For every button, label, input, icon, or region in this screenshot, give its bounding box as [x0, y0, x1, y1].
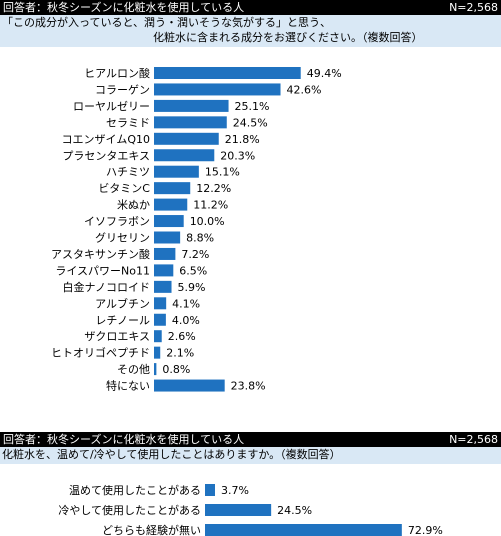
chart1-category-label: ライスパワーNo11	[55, 264, 150, 277]
chart2-category-label: 冷やして使用したことがある	[58, 503, 201, 517]
chart1-question-line1: 「この成分が入っていると、潤う・潤いそうな気がする」と思う、	[2, 16, 332, 29]
chart1-bar	[154, 363, 157, 376]
chart1-bar	[154, 149, 215, 162]
chart1-value-label: 11.2%	[193, 199, 228, 212]
chart1-question: 「この成分が入っていると、潤う・潤いそうな気がする」と思う、 化粧水に含まれる成…	[0, 15, 501, 47]
chart1-value-label: 21.8%	[225, 133, 260, 146]
chart1-header: 回答者：秋冬シーズンに化粧水を使用している人 N=2,568	[0, 0, 501, 15]
chart2-category-label: どちらも経験が無い	[102, 523, 201, 536]
chart1-value-label: 24.5%	[233, 116, 268, 129]
chart1-bar	[154, 264, 174, 277]
chart1-bar	[154, 116, 227, 129]
chart1-category-label: ハチミツ	[106, 166, 150, 179]
chart2-respondent: 回答者：秋冬シーズンに化粧水を使用している人	[3, 433, 245, 446]
chart1-category-label: 白金ナノコロイド	[63, 280, 150, 294]
chart1-bar	[154, 297, 167, 310]
chart1-bar	[154, 247, 176, 260]
chart1-category-label: イソフラボン	[84, 215, 150, 228]
chart1-category-label: レチノール	[95, 314, 150, 327]
chart1-bar	[154, 99, 229, 112]
chart1-value-label: 2.1%	[166, 347, 194, 360]
chart1-bar	[154, 198, 188, 211]
chart2-category-label: 温めて使用したことがある	[69, 483, 201, 497]
chart1-value-label: 4.1%	[172, 297, 200, 310]
chart1-category-label: グリセリン	[95, 231, 150, 245]
chart1-category-label: ザクロエキス	[84, 330, 150, 343]
chart1-bar	[154, 330, 162, 343]
chart1-value-label: 20.3%	[220, 149, 255, 162]
chart2-bar	[205, 484, 215, 496]
chart1-value-label: 2.6%	[168, 330, 196, 343]
chart1-category-label: コエンザイムQ10	[62, 133, 150, 146]
chart1-bar	[154, 165, 199, 178]
chart1-value-label: 10.0%	[190, 215, 225, 228]
chart2-question: 化粧水を、温めて/冷やして使用したことはありますか。（複数回答）	[0, 447, 501, 464]
chart1-category-label: 特にない	[106, 379, 150, 393]
chart1-bar	[154, 215, 184, 228]
chart1-value-label: 7.2%	[181, 248, 209, 261]
chart1-bar	[154, 182, 191, 195]
chart2-sample-size: N=2,568	[449, 433, 498, 446]
chart1-value-label: 42.6%	[287, 83, 322, 96]
chart1-category-label: アスタキサンチン酸	[51, 247, 150, 261]
chart2-value-label: 24.5%	[277, 504, 312, 517]
chart1-category-label: 米ぬか	[117, 199, 150, 212]
chart1-category-label: アルブチン	[95, 296, 150, 310]
chart1-bar	[154, 67, 301, 79]
chart1-value-label: 0.8%	[162, 363, 190, 376]
chart2-bar	[205, 504, 272, 516]
chart1-category-label: コラーゲン	[95, 83, 150, 96]
chart1-bar	[154, 280, 172, 293]
chart1-bar-chart: ヒアルロン酸 49.4% コラーゲン 42.6% ローヤルゼリー 25.1% セラミド 24.…	[51, 66, 342, 393]
chart1-bar	[154, 231, 181, 244]
chart2-bar	[205, 524, 402, 536]
chart1-category-label: ヒアルロン酸	[84, 66, 150, 80]
chart1-category-label: ローヤルゼリー	[73, 100, 150, 113]
chart2-question-line1: 化粧水を、温めて/冷やして使用したことはありますか。（複数回答）	[2, 448, 341, 461]
chart2-value-label: 3.7%	[221, 484, 249, 497]
chart1-category-label: ビタミンC	[98, 182, 150, 195]
chart1-bar	[154, 379, 225, 392]
chart1-value-label: 4.0%	[172, 314, 200, 327]
chart1-value-label: 8.8%	[186, 232, 214, 245]
chart1-value-label: 25.1%	[235, 100, 270, 113]
chart1-value-label: 23.8%	[231, 380, 266, 393]
chart1-bar	[154, 313, 166, 326]
chart1-respondent: 回答者：秋冬シーズンに化粧水を使用している人	[3, 1, 245, 14]
chart1-category-label: セラミド	[106, 116, 150, 129]
chart1-category-label: ヒトオリゴペプチド	[51, 346, 150, 360]
chart1-value-label: 5.9%	[178, 281, 206, 294]
chart2-bar-chart: 温めて使用したことがある 3.7% 冷やして使用したことがある 24.5% どちらも経験…	[58, 483, 443, 536]
chart1-value-label: 49.4%	[307, 67, 342, 80]
chart1-bar	[154, 346, 161, 359]
chart1-sample-size: N=2,568	[449, 1, 498, 14]
chart2-value-label: 72.9%	[408, 524, 443, 536]
chart1-value-label: 6.5%	[179, 264, 207, 277]
chart1-bar	[154, 132, 219, 145]
chart1-category-label: プラセンタエキス	[62, 149, 150, 162]
chart1-value-label: 12.2%	[196, 182, 231, 195]
chart1-bar	[154, 83, 281, 96]
chart1-category-label: その他	[117, 363, 150, 376]
chart1-value-label: 15.1%	[205, 166, 240, 179]
chart1-question-line2: 化粧水に含まれる成分をお選びください。（複数回答）	[153, 31, 423, 44]
chart2-header: 回答者：秋冬シーズンに化粧水を使用している人 N=2,568	[0, 432, 501, 447]
